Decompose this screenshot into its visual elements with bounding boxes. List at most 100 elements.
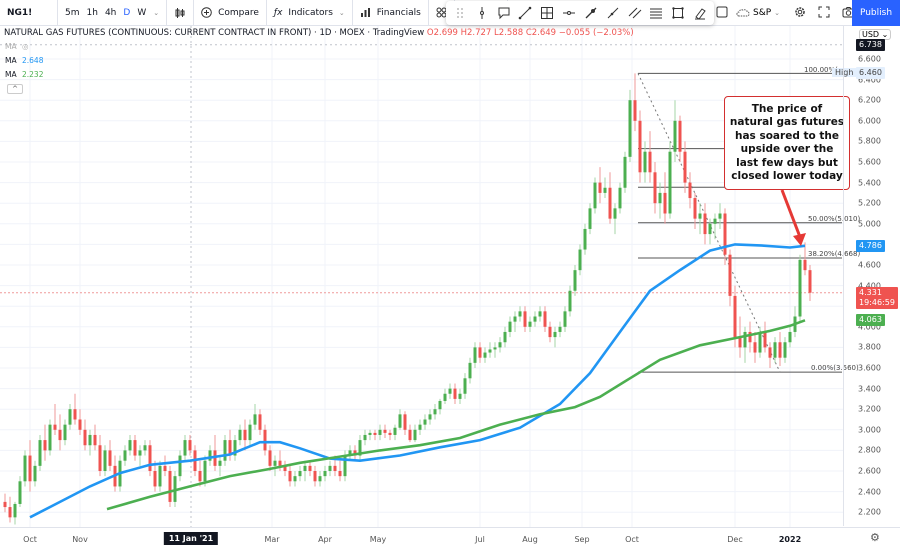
ma-legend-100[interactable]: MA 2.648 (5, 56, 43, 65)
collapse-legend-button[interactable]: ^ (7, 84, 23, 94)
chevron-down-icon[interactable]: ⌄ (153, 8, 160, 17)
eraser-brush-icon[interactable] (690, 3, 710, 23)
eye-crossed-icon[interactable]: ◎ (22, 42, 29, 51)
time-tick-label: Mar (264, 535, 280, 544)
candle-up (158, 465, 162, 487)
crosshair-date-tag: 11 Jan '21 (163, 532, 219, 545)
chevron-down-icon: ⌄ (338, 8, 345, 17)
drawing-toolbar (446, 1, 714, 25)
candle-up (88, 434, 92, 446)
candle-down (338, 471, 342, 477)
candle-down (3, 501, 7, 508)
time-axis[interactable]: Oct Nov Mar Apr May Jul Aug Sep Oct Dec 2022 11 Jan… (0, 527, 900, 551)
candle-down (543, 311, 547, 327)
candle-up (518, 311, 522, 317)
candle-up (223, 440, 227, 461)
candle-up (553, 331, 557, 338)
ma-label: MA (5, 42, 17, 51)
square-icon[interactable] (716, 6, 728, 21)
callout-tool-icon[interactable] (494, 3, 514, 23)
candle-up (658, 192, 662, 204)
candle-up (493, 347, 497, 350)
candle-up (378, 429, 382, 435)
price-axis[interactable]: USD ⌄ 6.600 6.400 6.200 6.000 5.800 5.600 5.40… (843, 26, 900, 526)
drag-handle-icon[interactable] (450, 3, 470, 23)
cloud-layout-button[interactable]: S&P ⌄ (736, 8, 780, 18)
price-tick-label: 6.600 (858, 54, 881, 64)
candle-up (298, 471, 302, 477)
interval-4h[interactable]: 4h (104, 7, 117, 18)
vertical-line-tool-icon[interactable] (472, 3, 492, 23)
candle-up (718, 213, 722, 219)
right-toolbar: S&P ⌄ (716, 0, 855, 26)
candle-down (288, 471, 292, 482)
rectangle-tool-icon[interactable] (668, 3, 688, 23)
candle-up (443, 393, 447, 401)
candle-up (33, 465, 37, 482)
price-tick-label: 2.400 (858, 487, 881, 497)
candle-up (38, 440, 42, 466)
candle-down (453, 388, 457, 399)
candle-up (798, 259, 802, 317)
candle-down (523, 311, 527, 327)
price-chart-canvas[interactable] (0, 0, 843, 527)
chevron-down-icon: ⌄ (774, 9, 781, 17)
candle-down (738, 337, 742, 348)
candle-down (93, 434, 97, 446)
publish-button[interactable]: Publish (852, 0, 900, 26)
candle-down (278, 460, 282, 466)
time-tick-label: Aug (522, 535, 538, 544)
fullscreen-icon[interactable] (818, 6, 830, 21)
candle-up (293, 476, 297, 482)
candle-down (168, 471, 172, 502)
compare-button[interactable]: Compare (194, 0, 267, 26)
candle-up (528, 321, 532, 327)
financials-button[interactable]: Financials (353, 0, 429, 26)
candle-down (688, 182, 692, 199)
candle-up (483, 352, 487, 358)
candle-up (583, 228, 587, 250)
time-tick-label: Jul (475, 535, 485, 544)
candle-up (643, 151, 647, 173)
candle-up (413, 429, 417, 441)
indicators-button[interactable]: ƒx Indicators ⌄ (267, 0, 353, 26)
candle-down (383, 429, 387, 433)
fib-label-50: 50.00%(5.010) (808, 215, 861, 223)
candle-up (218, 460, 222, 466)
candle-down (8, 507, 12, 518)
chart-type-button[interactable] (167, 0, 195, 26)
interval-5m[interactable]: 5m (65, 7, 80, 18)
interval-1h[interactable]: 1h (86, 7, 98, 18)
interval-d[interactable]: D (123, 7, 131, 18)
candle-up (208, 450, 212, 461)
price-tick-label: 4.000 (858, 322, 881, 332)
price-tick-label: 4.400 (858, 281, 881, 291)
candle-up (143, 445, 147, 451)
candle-up (248, 424, 252, 441)
ma-legend-hidden[interactable]: MA ◎ (5, 42, 29, 51)
gear-icon[interactable] (794, 6, 806, 21)
candle-up (603, 187, 607, 193)
symbol-label: NG1! (7, 7, 33, 18)
annotation-arrow-head (793, 233, 806, 246)
candle-up (593, 182, 597, 209)
interval-w[interactable]: W (137, 7, 147, 18)
fib-grid-tool-icon[interactable] (537, 3, 557, 23)
fib-trend-diagonal (637, 73, 781, 373)
axis-settings-gear-icon[interactable]: ⚙ (870, 531, 880, 544)
parallel-channel-tool-icon[interactable] (625, 3, 645, 23)
horizontal-ray-tool-icon[interactable] (559, 3, 579, 23)
ma-legend-200[interactable]: MA 2.232 (5, 70, 43, 79)
symbol-search[interactable]: NG1! (0, 0, 58, 26)
annotation-callout[interactable]: The price of natural gas futures has soa… (724, 96, 850, 190)
candle-up (128, 440, 132, 451)
candle-down (728, 254, 732, 296)
candle-up (103, 450, 107, 471)
candle-up (238, 429, 242, 441)
candle-down (243, 429, 247, 441)
arrow-line-tool-icon[interactable] (581, 3, 601, 23)
candle-up (428, 414, 432, 420)
fib-retracement-tool-icon[interactable] (646, 3, 666, 23)
trend-line-tool-icon[interactable] (515, 3, 535, 23)
ray-tool-icon[interactable] (603, 3, 623, 23)
